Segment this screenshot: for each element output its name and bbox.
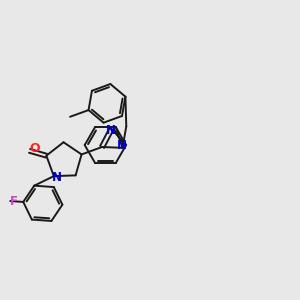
Text: N: N xyxy=(52,171,62,184)
Text: O: O xyxy=(29,142,40,155)
Text: N: N xyxy=(106,124,116,137)
Text: N: N xyxy=(116,140,127,152)
Text: F: F xyxy=(10,194,18,208)
